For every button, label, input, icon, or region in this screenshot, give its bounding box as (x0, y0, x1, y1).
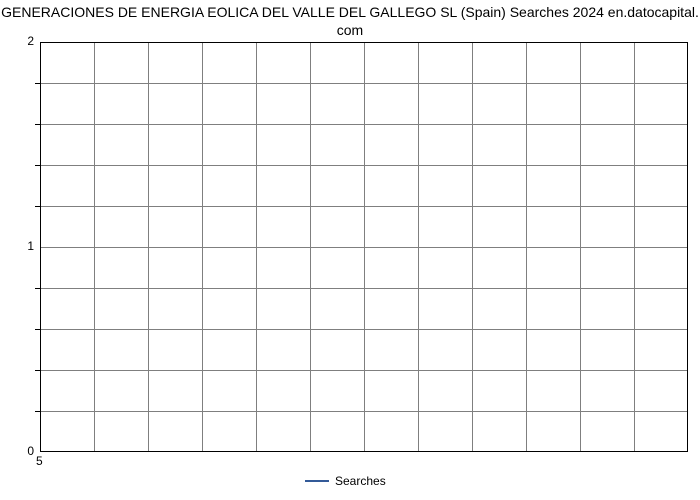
chart-legend: Searches (305, 474, 386, 488)
legend-line-icon (305, 480, 329, 482)
chart-plot-area (40, 42, 688, 452)
x-axis-label: 5 (36, 454, 43, 468)
chart-container: GENERACIONES DE ENERGIA EOLICA DEL VALLE… (0, 0, 700, 500)
y-axis-label-1: 1 (16, 239, 34, 253)
y-axis-label-2: 2 (16, 34, 34, 48)
chart-title: GENERACIONES DE ENERGIA EOLICA DEL VALLE… (0, 4, 700, 39)
chart-title-line2: com (337, 22, 363, 38)
legend-label: Searches (335, 474, 386, 488)
y-axis-label-0: 0 (16, 444, 34, 458)
chart-title-line1: GENERACIONES DE ENERGIA EOLICA DEL VALLE… (1, 4, 699, 20)
